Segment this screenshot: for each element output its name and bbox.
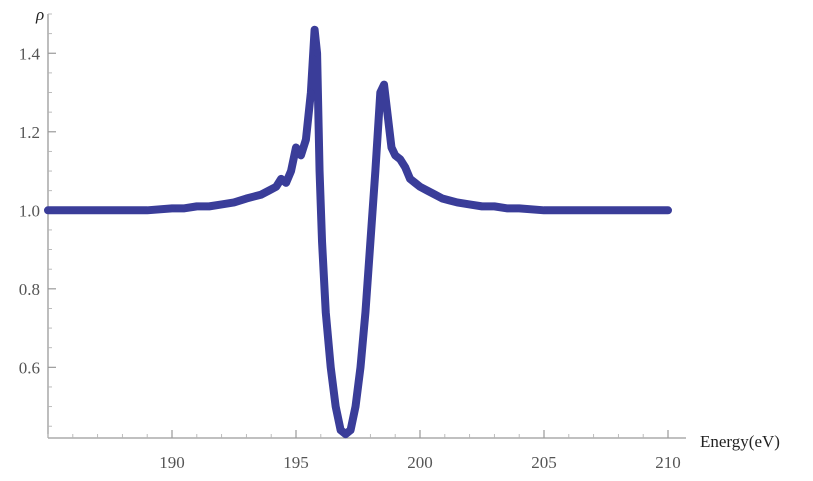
data-point [119, 207, 126, 214]
x-tick-label: 200 [407, 453, 433, 472]
y-tick-label: 1.4 [19, 44, 41, 63]
data-point [347, 427, 354, 434]
data-point [424, 187, 431, 194]
data-point [431, 191, 438, 198]
data-point [640, 207, 647, 214]
data-point [69, 207, 76, 214]
data-point [352, 403, 359, 410]
data-point [243, 195, 250, 202]
data-point [516, 205, 523, 212]
data-point [565, 207, 572, 214]
data-point [416, 183, 423, 190]
data-point [250, 193, 257, 200]
data-point [439, 195, 446, 202]
data-point [615, 207, 622, 214]
data-point [265, 187, 272, 194]
data-point [362, 309, 369, 316]
data-point [397, 156, 404, 163]
data-point [144, 207, 151, 214]
data-point [230, 199, 237, 206]
data-point [332, 403, 339, 410]
tick-labels: 190 195 200 205 210 0.6 0.8 1.0 1.2 1.4 [19, 44, 681, 472]
x-tick-label: 190 [159, 453, 185, 472]
data-point [168, 205, 175, 212]
data-point [664, 207, 671, 214]
data-point [322, 309, 329, 316]
data-point [313, 50, 320, 57]
data-point [327, 364, 334, 371]
series-layer [44, 26, 671, 438]
data-point [282, 179, 289, 186]
data-point [466, 201, 473, 208]
y-axis-label: ρ [35, 5, 44, 24]
data-point [94, 207, 101, 214]
data-point [311, 26, 318, 33]
data-point [307, 89, 314, 96]
data-point [372, 167, 379, 174]
data-point [380, 81, 387, 88]
data-point [540, 207, 547, 214]
x-tick-label: 205 [531, 453, 557, 472]
x-tick-label: 195 [283, 453, 309, 472]
data-point [258, 191, 265, 198]
data-point [367, 238, 374, 245]
series-line [48, 30, 668, 434]
data-point [193, 203, 200, 210]
data-point [297, 152, 304, 159]
data-point [357, 364, 364, 371]
data-point [384, 112, 391, 119]
data-point [181, 205, 188, 212]
y-tick-label: 1.0 [19, 201, 40, 220]
data-point [318, 238, 325, 245]
y-tick-label: 0.6 [19, 358, 40, 377]
data-point [478, 203, 485, 210]
data-point [454, 199, 461, 206]
data-point [590, 207, 597, 214]
data-point [292, 144, 299, 151]
data-point [287, 167, 294, 174]
data-point [388, 144, 395, 151]
data-point [206, 203, 213, 210]
data-point [302, 136, 309, 143]
axes [48, 14, 686, 438]
data-point [377, 89, 384, 96]
data-point [44, 207, 51, 214]
data-point [316, 167, 323, 174]
y-tick-label: 0.8 [19, 280, 40, 299]
data-point [503, 205, 510, 212]
y-tick-label: 1.2 [19, 123, 40, 142]
data-point [446, 197, 453, 204]
data-point [218, 201, 225, 208]
x-axis-label: Energy(eV) [700, 432, 780, 451]
data-point [273, 183, 280, 190]
data-point [402, 164, 409, 171]
x-tick-label: 210 [655, 453, 681, 472]
data-point [491, 203, 498, 210]
